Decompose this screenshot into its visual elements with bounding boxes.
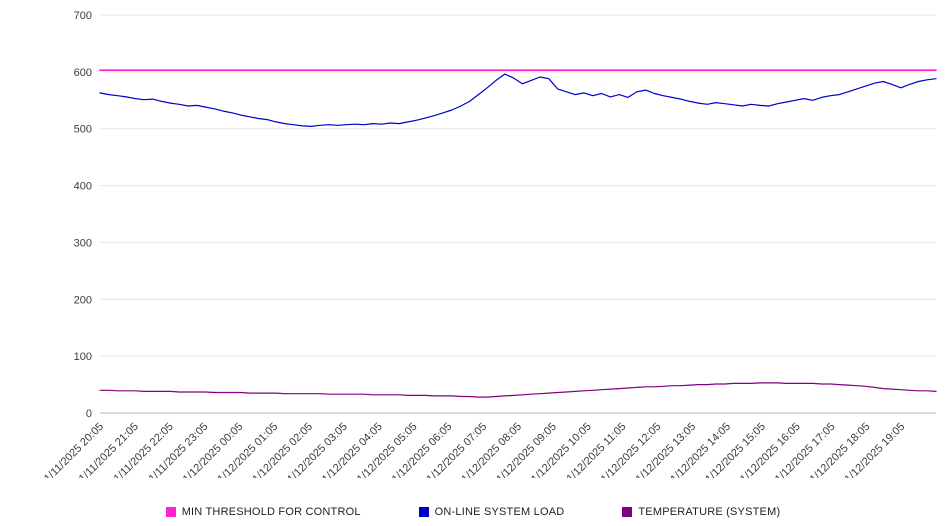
legend-swatch-blue-icon <box>418 507 429 517</box>
series-line-2 <box>99 382 937 398</box>
y-tick-label: 600 <box>74 67 92 79</box>
legend-item-min-threshold[interactable]: MIN THRESHOLD FOR CONTROL <box>165 506 361 518</box>
legend-label: TEMPERATURE (SYSTEM) <box>638 506 781 518</box>
legend-item-system-load[interactable]: ON-LINE SYSTEM LOAD <box>418 506 565 518</box>
y-tick-label: 0 <box>86 408 92 420</box>
legend-swatch-purple-icon <box>622 507 633 517</box>
chart-legend: MIN THRESHOLD FOR CONTROL ON-LINE SYSTEM… <box>0 506 946 518</box>
y-tick-label: 200 <box>74 294 92 306</box>
y-tick-label: 500 <box>74 124 92 136</box>
legend-swatch-magenta-icon <box>165 507 176 517</box>
legend-item-temperature[interactable]: TEMPERATURE (SYSTEM) <box>622 506 780 518</box>
y-tick-label: 700 <box>74 10 92 22</box>
y-tick-label: 300 <box>74 237 92 249</box>
series-line-1 <box>99 73 937 128</box>
y-tick-label: 400 <box>74 181 92 193</box>
y-tick-label: 100 <box>74 351 92 363</box>
legend-label: MIN THRESHOLD FOR CONTROL <box>181 506 361 518</box>
legend-label: ON-LINE SYSTEM LOAD <box>434 506 565 518</box>
